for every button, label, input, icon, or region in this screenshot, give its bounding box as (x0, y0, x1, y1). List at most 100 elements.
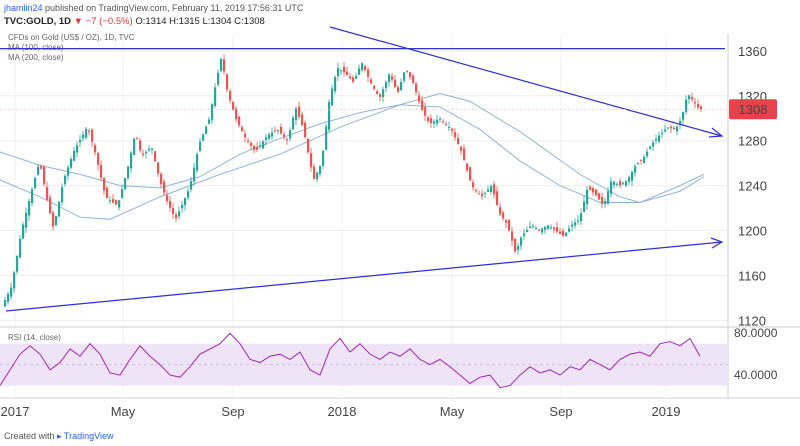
candle-body (532, 225, 535, 227)
candle-body (559, 231, 562, 234)
candle-body (4, 300, 7, 307)
candle-body (445, 124, 448, 126)
candle-body (124, 178, 127, 190)
candle-body (562, 230, 565, 236)
candle-body (427, 117, 430, 122)
candle-body (334, 77, 337, 92)
candle-body (49, 197, 52, 214)
candle-body (577, 220, 580, 222)
candle-body (301, 114, 304, 126)
candle-body (256, 147, 259, 150)
candle-body (589, 186, 592, 190)
candle-body (268, 134, 271, 139)
candle-body (241, 127, 244, 132)
candle-body (400, 82, 403, 91)
candle-body (412, 75, 415, 84)
candle-body (115, 200, 118, 205)
rsi-tick-label: 40.0000 (734, 368, 778, 382)
gridlines (0, 34, 728, 396)
candle-body (637, 162, 640, 164)
candle-body (406, 70, 409, 72)
candle-body (625, 181, 628, 186)
publish-info: jhamlin24 published on TradingView.com, … (4, 3, 303, 13)
tradingview-link[interactable]: TradingView (63, 431, 114, 441)
candle-body (226, 74, 229, 90)
candle-body (274, 130, 277, 132)
candle-body (592, 188, 595, 193)
ascending-trendline[interactable] (5, 241, 723, 312)
candle-body (73, 151, 76, 161)
candle-body (673, 127, 676, 130)
candle-body (556, 227, 559, 232)
candle-body (343, 66, 346, 73)
candle-body (373, 85, 376, 89)
candle-body (37, 166, 40, 175)
candle-body (442, 121, 445, 123)
candle-body (139, 140, 142, 151)
candle-body (121, 189, 124, 199)
candle-body (523, 233, 526, 236)
candle-body (169, 201, 172, 208)
candle-body (127, 166, 130, 179)
candle-body (106, 187, 109, 198)
candle-body (463, 148, 466, 161)
candle-body (217, 72, 220, 85)
time-axis[interactable]: 2017 May Sep 2018 May Sep 2019 (1, 404, 681, 419)
candle-body (409, 72, 412, 78)
author-link[interactable]: jhamlin24 (4, 3, 43, 13)
candle-body (676, 126, 679, 132)
candle-body (529, 226, 532, 229)
candle-body (439, 118, 442, 120)
candle-body (364, 66, 367, 70)
candle-body (175, 214, 178, 219)
candle-body (394, 79, 397, 88)
footer-created-text: Created with (4, 431, 55, 441)
candle-body (40, 166, 43, 169)
candle-body (295, 108, 298, 120)
candle-body (466, 163, 469, 171)
candle-body (85, 128, 88, 138)
legend-title: CFDs on Gold (US$ / OZ), 1D, TVC (8, 33, 135, 42)
rsi-axis: 80.0000 40.0000 (734, 326, 778, 382)
candle-body (319, 166, 322, 174)
candle-body (157, 162, 160, 174)
candle-body (643, 156, 646, 163)
candle-body (583, 201, 586, 213)
candle-body (382, 89, 385, 98)
candle-body (586, 189, 589, 205)
candle-body (499, 207, 502, 215)
candle-body (259, 145, 262, 147)
candle-body (370, 79, 373, 84)
candle-body (667, 127, 670, 129)
candle-body (679, 121, 682, 126)
candle-body (481, 193, 484, 197)
candle-body (553, 227, 556, 230)
candle-body (388, 74, 391, 83)
candle-body (547, 225, 550, 229)
candle-body (460, 146, 463, 151)
candle-body (580, 213, 583, 222)
candle-body (424, 107, 427, 116)
publish-text: published on TradingView.com, February 1… (45, 3, 304, 13)
candle-body (490, 186, 493, 193)
candle-body (664, 129, 667, 132)
candle-body (67, 167, 70, 176)
candle-body (385, 81, 388, 89)
candle-body (436, 119, 439, 124)
candle-body (16, 255, 19, 272)
candle-body (19, 238, 22, 258)
candle-body (148, 148, 151, 151)
candle-body (361, 63, 364, 71)
change-value: ▼ −7 (−0.5%) (73, 16, 133, 27)
candle-body (61, 187, 64, 203)
candle-body (133, 138, 136, 156)
candle-body (310, 153, 313, 168)
candlestick-series (4, 54, 703, 307)
descending-trendline[interactable] (329, 26, 723, 137)
candle-body (328, 102, 331, 130)
candle-body (280, 126, 283, 134)
candle-body (43, 166, 46, 185)
candle-body (196, 154, 199, 171)
